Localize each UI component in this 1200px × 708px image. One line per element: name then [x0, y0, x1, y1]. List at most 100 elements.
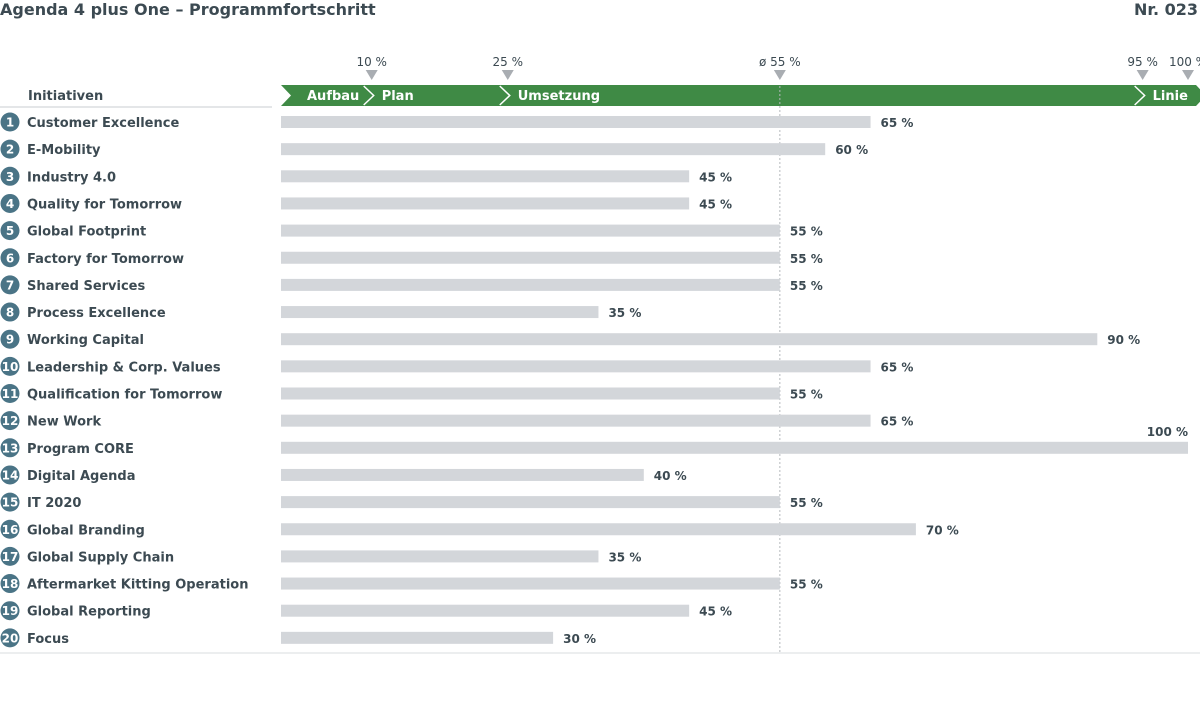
- row-badge: [0, 193, 20, 213]
- row-badge: [0, 221, 20, 241]
- data-bar: [281, 360, 871, 373]
- phase-chevron: [363, 85, 375, 106]
- row-badge: [0, 329, 20, 349]
- value-label: 55 %: [790, 496, 823, 510]
- row-number: 20: [2, 631, 19, 645]
- row-badge: [0, 384, 20, 403]
- marker-triangle: [1182, 70, 1194, 80]
- row-label: Global Supply Chain: [27, 550, 174, 565]
- value-label: 45 %: [699, 170, 732, 184]
- value-label: 55 %: [790, 225, 823, 239]
- phase-markers: 10 % 25 % ø 55 % 95 % 100 %: [356, 55, 1200, 80]
- data-bar: [281, 468, 644, 481]
- row-label: IT 2020: [27, 496, 81, 511]
- category-header: Initiativen: [28, 89, 103, 104]
- initiative-rows: 1 Customer Excellence 65 % 2 E-Mobility 60 % 3…: [0, 112, 1188, 648]
- phase-label: Umsetzung: [518, 89, 600, 104]
- data-bar: [281, 631, 554, 644]
- marker-triangle: [501, 70, 514, 80]
- row-badge: [0, 139, 20, 159]
- row-label: Shared Services: [27, 279, 145, 294]
- value-label: 90 %: [1107, 333, 1140, 347]
- row-label: Focus: [27, 632, 69, 647]
- row-label: New Work: [27, 415, 101, 430]
- data-bar: [281, 306, 599, 319]
- row-badge: [0, 356, 20, 376]
- value-label: 35 %: [608, 550, 641, 564]
- marker-label: 10 %: [356, 55, 387, 69]
- phase-band: Aufbau Plan Umsetzung Linie: [281, 85, 1200, 106]
- data-bar: [281, 224, 780, 237]
- row-label: Digital Agenda: [27, 469, 136, 484]
- data-bar: [281, 387, 780, 400]
- row-badge: [0, 601, 20, 621]
- data-bar: [281, 278, 780, 291]
- value-label: 55 %: [790, 279, 823, 293]
- row-number: 11: [2, 387, 19, 401]
- row-label: Aftermarket Kitting Operation: [27, 578, 248, 593]
- value-label: 35 %: [608, 306, 641, 320]
- row-number: 4: [6, 197, 14, 211]
- data-bar: [281, 251, 780, 264]
- phase-label: Linie: [1153, 89, 1188, 104]
- row-number: 5: [6, 224, 14, 238]
- data-bar: [281, 143, 826, 156]
- marker-triangle: [1136, 70, 1149, 80]
- row-number: 12: [2, 414, 19, 428]
- marker-label: 100 %: [1169, 55, 1200, 69]
- row-badge: [0, 465, 20, 485]
- row-number: 18: [2, 577, 19, 591]
- value-label: 65 %: [881, 360, 914, 374]
- phase-band-bg: [281, 85, 1200, 106]
- value-label: 55 %: [790, 388, 823, 402]
- value-label: 100 %: [1147, 425, 1188, 439]
- row-label: Process Excellence: [27, 306, 166, 321]
- phase-chevron: [499, 85, 511, 106]
- row-badge: [0, 166, 20, 186]
- row-label: Working Capital: [27, 333, 144, 348]
- value-label: 55 %: [790, 578, 823, 592]
- data-bar: [281, 116, 871, 128]
- row-number: 3: [6, 170, 14, 184]
- row-number: 10: [2, 360, 19, 374]
- page-title: Agenda 4 plus One – Programmfortschritt: [0, 0, 376, 19]
- row-label: Program CORE: [27, 442, 134, 457]
- data-bar: [281, 170, 690, 183]
- value-label: 65 %: [881, 116, 914, 130]
- data-bar: [281, 441, 1188, 454]
- marker-label: ø 55 %: [759, 55, 801, 69]
- data-bar: [281, 550, 599, 563]
- row-badge: [0, 574, 20, 594]
- row-badge: [0, 492, 20, 512]
- row-badge: [0, 546, 20, 566]
- row-label: Leadership & Corp. Values: [27, 360, 221, 375]
- row-number: 7: [6, 278, 14, 292]
- marker-triangle: [365, 70, 378, 80]
- data-bar: [281, 333, 1098, 346]
- data-bar: [281, 197, 690, 210]
- phase-label: Aufbau: [307, 89, 359, 104]
- row-label: Quality for Tomorrow: [27, 197, 182, 212]
- value-label: 60 %: [835, 143, 868, 157]
- row-badge: [0, 438, 20, 458]
- row-label: Customer Excellence: [27, 116, 179, 131]
- value-label: 30 %: [563, 632, 596, 646]
- marker-label: 95 %: [1127, 55, 1158, 69]
- data-bar: [281, 523, 916, 536]
- phase-chevron: [1134, 85, 1146, 106]
- phase-label: Plan: [382, 89, 414, 104]
- row-number: 17: [2, 550, 19, 564]
- data-bar: [281, 604, 690, 617]
- row-number: 19: [2, 604, 19, 618]
- row-number: 9: [6, 333, 14, 347]
- row-badge: [0, 628, 20, 648]
- data-bar: [281, 414, 871, 427]
- row-number: 14: [2, 468, 19, 482]
- row-label: Global Branding: [27, 523, 145, 538]
- data-bar: [281, 496, 780, 509]
- row-number: 1: [6, 116, 14, 130]
- row-label: Global Footprint: [27, 225, 146, 240]
- row-label: Qualification for Tomorrow: [27, 388, 222, 403]
- row-label: Factory for Tomorrow: [27, 252, 184, 267]
